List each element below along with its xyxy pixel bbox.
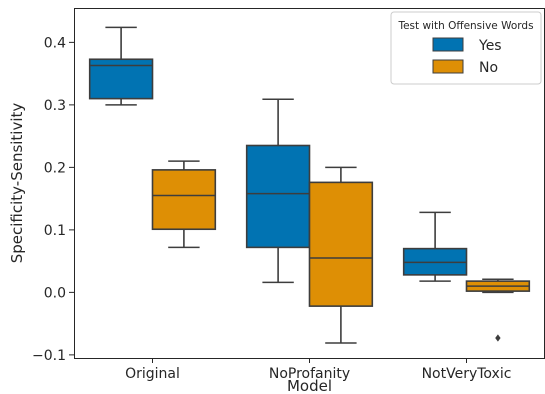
legend-title: Test with Offensive Words: [397, 20, 533, 32]
box-iqr: [245, 144, 311, 249]
legend-box: [390, 11, 542, 85]
legend: Test with Offensive Words Yes No: [390, 11, 542, 85]
x-tick-label: NoProfanity: [269, 366, 350, 382]
legend-swatch-yes: [432, 37, 464, 52]
box-no-notverytoxic: [465, 278, 531, 342]
x-tick-label: NotVeryToxic: [422, 366, 512, 382]
box-yes-noprofanity: [245, 98, 311, 284]
legend-label-no: No: [479, 60, 498, 76]
x-axis: Original NoProfanity NotVeryToxic: [125, 358, 511, 382]
y-tick-label: −0.1: [32, 348, 66, 364]
plot-marks: [88, 26, 531, 344]
x-axis-label: Model: [287, 377, 332, 394]
y-tick-label: 0.3: [44, 98, 66, 114]
legend-swatch-no: [432, 59, 464, 74]
y-tick-label: 0.0: [44, 285, 66, 301]
box-no-noprofanity: [308, 166, 374, 344]
y-axis: −0.1 0.0 0.1 0.2 0.3 0.4: [32, 35, 74, 364]
box-iqr: [308, 181, 374, 307]
box-yes-notverytoxic: [402, 211, 468, 282]
y-axis-label: Specificity-Sensitivity: [8, 103, 26, 264]
x-tick-label: Original: [125, 366, 180, 382]
y-tick-label: 0.1: [44, 223, 66, 239]
outlier-point: [495, 334, 501, 342]
box-iqr: [151, 169, 217, 231]
legend-label-yes: Yes: [478, 38, 502, 54]
box-yes-original: [88, 26, 154, 106]
y-tick-label: 0.4: [44, 35, 66, 51]
y-tick-label: 0.2: [44, 160, 66, 176]
box-no-original: [151, 160, 217, 249]
